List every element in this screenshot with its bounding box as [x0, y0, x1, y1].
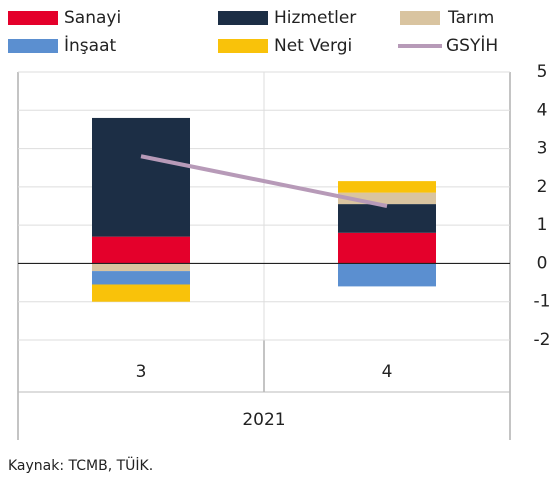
legend-swatch: [8, 39, 58, 53]
group-label: 2021: [242, 410, 285, 430]
x-tick-label: 4: [382, 362, 393, 382]
bar-segment: [338, 232, 436, 264]
legend-label: Hizmetler: [274, 8, 356, 28]
legend-swatch: [400, 11, 440, 25]
y-tick-label: 5: [537, 62, 548, 82]
bar-segment: [338, 181, 436, 193]
legend-label: Sanayi: [64, 8, 121, 28]
y-tick-label: 3: [537, 139, 548, 159]
bar-segment: [92, 284, 190, 302]
source: Kaynak: TCMB, TÜİK.: [8, 456, 153, 474]
legend-swatch: [218, 11, 268, 25]
legend-label: GSYİH: [446, 35, 498, 56]
y-tick-label: 1: [537, 215, 548, 235]
legend-label: İnşaat: [64, 35, 116, 56]
x-tick-label: 3: [136, 362, 147, 382]
y-tick-label: -1: [534, 292, 551, 312]
bar-segment: [92, 271, 190, 285]
y-tick-label: 4: [537, 100, 548, 120]
bar-segment: [338, 204, 436, 233]
bar-segment: [92, 236, 190, 264]
bar-segment: [338, 192, 436, 205]
bar-segment: [338, 263, 436, 287]
legend-label: Tarım: [447, 8, 494, 28]
y-tick-label: -2: [534, 330, 551, 350]
line-series: [140, 154, 388, 208]
y-tick-label: 2: [537, 177, 548, 197]
bar-segment: [92, 263, 190, 272]
legend-label: Net Vergi: [274, 36, 352, 56]
y-tick-label: 0: [537, 253, 548, 273]
bar-segment: [92, 117, 190, 237]
legend-swatch: [218, 39, 268, 53]
legend-swatch: [8, 11, 58, 25]
